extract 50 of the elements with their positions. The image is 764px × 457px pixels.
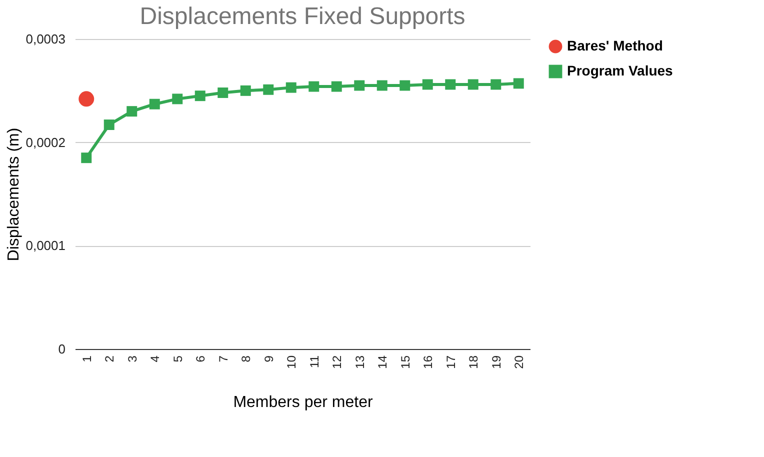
point (104, 120, 114, 130)
point (376, 80, 388, 91)
point (218, 87, 228, 98)
y-tick-label: 0 (58, 342, 66, 356)
x-tick-label: 19 (489, 355, 504, 369)
y-axis-title: Displacements (m) (6, 128, 23, 262)
x-tick-label: 16 (421, 355, 436, 369)
y-tick-label: 0,0001 (26, 238, 66, 254)
point (445, 79, 456, 90)
chart-title: Displacements Fixed Supports (140, 3, 466, 30)
x-tick-label: 11 (307, 355, 322, 368)
point (263, 84, 274, 95)
x-axis-title: Members per meter (233, 394, 374, 411)
x-tick-label: 3 (125, 355, 140, 362)
x-tick-label: 8 (239, 355, 254, 362)
x-tick-label: 9 (262, 355, 276, 362)
x-tick-label: 15 (398, 355, 412, 369)
x-tick-label: 10 (284, 355, 299, 369)
y-tick-label: 0,0002 (26, 134, 66, 150)
x-tick-label: 14 (376, 355, 390, 369)
x-tick-label: 1 (80, 355, 94, 362)
point (172, 94, 183, 104)
point (354, 80, 365, 91)
point (308, 81, 320, 92)
x-tick-label: 4 (148, 355, 162, 362)
x-tick-label: 12 (330, 355, 344, 369)
point (194, 90, 206, 102)
x-tick-label: 7 (216, 355, 230, 362)
point (81, 152, 92, 164)
x-tick-label: 18 (466, 355, 481, 369)
point (468, 79, 478, 90)
x-tick-label: 20 (512, 355, 526, 369)
point (126, 106, 138, 117)
x-tick-label: 6 (194, 355, 208, 362)
point (490, 79, 502, 90)
y-tick-label: 0,0003 (26, 32, 66, 46)
point (422, 79, 433, 90)
x-tick-label: 17 (444, 355, 458, 369)
point (286, 82, 296, 93)
point (240, 85, 251, 96)
legend-label: Bares' Method (567, 38, 663, 54)
x-tick-label: 5 (170, 355, 185, 362)
legend-label: Program Values (567, 62, 674, 78)
x-tick-label: 2 (102, 355, 117, 362)
point (149, 98, 160, 110)
point (331, 81, 342, 92)
x-tick-label: 13 (352, 355, 367, 369)
point (78, 91, 94, 107)
point (400, 80, 410, 91)
point (513, 78, 524, 89)
